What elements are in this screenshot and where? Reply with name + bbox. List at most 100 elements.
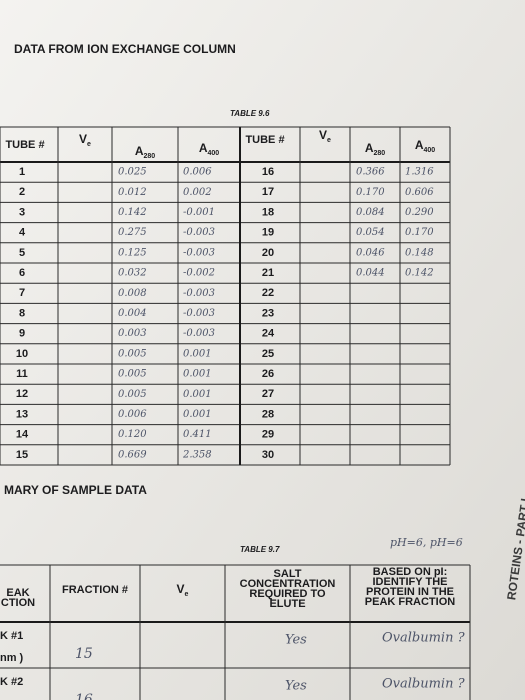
a400-value: 0.001: [183, 409, 212, 420]
tube-number: 21: [262, 267, 274, 279]
a280-value: 0.006: [118, 409, 147, 420]
a400-value: 0.290: [405, 207, 434, 218]
tube-number: 17: [262, 186, 274, 198]
header-sub: 400: [207, 150, 219, 157]
a400-value: 0.148: [405, 247, 434, 258]
tube-number: 2: [19, 186, 25, 198]
tube-number: 7: [19, 287, 25, 299]
tube-number: 4: [19, 227, 26, 239]
tube-number: 5: [19, 247, 25, 259]
a280-value: 0.008: [118, 288, 147, 299]
a400-value: 1.316: [405, 167, 434, 178]
tube-number: 30: [262, 449, 274, 461]
header-cell: A280: [365, 141, 385, 157]
a400-value: 0.142: [405, 268, 434, 279]
tube-number: 14: [16, 429, 29, 441]
a400-value: 0.002: [183, 187, 212, 198]
tube-number: 20: [262, 247, 274, 259]
header-sub: 400: [423, 147, 435, 154]
header-cell: FRACTION #: [62, 584, 128, 596]
handwritten-note: pH=6, pH=6: [390, 536, 463, 549]
a280-value: 0.366: [356, 167, 385, 178]
tube-number: 12: [16, 388, 28, 400]
salt-value: Yes: [285, 633, 307, 648]
page-title: DATA FROM ION EXCHANGE COLUMN: [14, 42, 236, 56]
tube-number: 19: [262, 227, 274, 239]
header-sub: e: [185, 591, 189, 598]
tube-number: 11: [16, 368, 28, 380]
a400-value: 2.358: [182, 449, 212, 460]
section-heading: MARY OF SAMPLE DATA: [4, 483, 147, 497]
a280-value: 0.032: [118, 268, 147, 279]
a280-value: 0.004: [118, 308, 147, 319]
fraction-value: 16: [75, 692, 93, 700]
a280-value: 0.046: [356, 247, 385, 258]
header-cell: SALT: [274, 568, 302, 580]
header-cell: REQUIRED TO: [249, 588, 326, 600]
a400-value: 0.001: [183, 389, 212, 400]
tube-number: 26: [262, 368, 274, 380]
tube-number: 22: [262, 287, 274, 299]
a280-value: 0.012: [118, 187, 147, 198]
header-cell: TUBE #: [245, 134, 284, 146]
header-sub: e: [87, 141, 91, 148]
table-caption: TABLE 9.6: [230, 109, 270, 118]
header-cell: Ve: [319, 128, 331, 144]
header-main: A: [365, 141, 374, 155]
tube-number: 25: [262, 348, 274, 360]
a280-value: 0.142: [118, 207, 147, 218]
tube-number: 1: [19, 166, 25, 178]
header-cell: EAK: [6, 587, 29, 599]
protein-value: Ovalbumin ?: [382, 631, 466, 646]
tube-number: 27: [262, 388, 274, 400]
header-cell: A400: [415, 138, 435, 154]
a280-value: 0.125: [118, 247, 147, 258]
a280-value: 0.084: [356, 207, 385, 218]
header-main: A: [199, 141, 208, 155]
a400-value: 0.006: [183, 167, 212, 178]
tube-number: 13: [16, 408, 28, 420]
tube-number: 29: [262, 429, 274, 441]
a400-value: 0.411: [183, 429, 212, 440]
tube-number: 28: [262, 408, 274, 420]
a400-value: -0.003: [183, 308, 215, 319]
header-cell: TUBE #: [5, 139, 44, 151]
header-cell: PEAK FRACTION: [365, 596, 456, 608]
a400-value: 0.001: [183, 369, 212, 380]
header-cell: IDENTIFY THE: [373, 576, 448, 588]
header-cell: CONCENTRATION: [240, 578, 336, 590]
a280-value: 0.170: [356, 187, 385, 198]
a400-value: -0.003: [183, 247, 215, 258]
header-main: V: [79, 132, 87, 146]
a280-value: 0.054: [356, 227, 385, 238]
a400-value: -0.002: [183, 268, 215, 279]
a400-value: -0.003: [183, 288, 215, 299]
header-main: A: [135, 144, 144, 158]
header-cell: ELUTE: [269, 598, 305, 610]
a400-value: 0.170: [405, 227, 434, 238]
table-caption: TABLE 9.7: [240, 545, 280, 554]
salt-value: Yes: [285, 679, 307, 694]
tube-number: 9: [19, 328, 25, 340]
tube-number: 18: [262, 206, 274, 218]
tube-number: 15: [16, 449, 28, 461]
header-sub: 280: [373, 150, 385, 157]
a280-value: 0.044: [356, 268, 385, 279]
a280-value: 0.120: [118, 429, 147, 440]
tube-number: 3: [19, 206, 25, 218]
a280-value: 0.669: [118, 449, 147, 460]
a400-value: -0.003: [183, 328, 215, 339]
tube-number: 23: [262, 307, 274, 319]
header-cell: CTION: [1, 597, 35, 609]
header-cell: A400: [199, 141, 219, 157]
a400-value: 0.001: [183, 348, 212, 359]
tube-number: 10: [16, 348, 28, 360]
header-sub: 280: [143, 153, 155, 160]
a280-value: 0.005: [118, 389, 147, 400]
a400-value: 0.606: [405, 187, 434, 198]
tube-number: 16: [262, 166, 274, 178]
a400-value: -0.003: [183, 227, 215, 238]
peak-label: K #2: [0, 676, 23, 688]
